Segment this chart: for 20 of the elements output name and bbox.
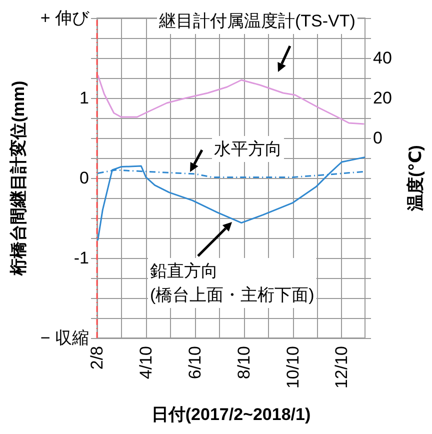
y-tick-label: 1 bbox=[80, 88, 89, 108]
annotation: 鉛直方向 (橋台上面・主桁下面) bbox=[150, 262, 314, 304]
annotation: 水平方向 bbox=[214, 140, 282, 158]
y-tick-label: + 伸び bbox=[40, 8, 90, 28]
x-tick-label: 4/10 bbox=[136, 346, 156, 380]
y-tick-label: − 収縮 bbox=[40, 328, 89, 348]
x-tick-label: 8/10 bbox=[234, 346, 254, 380]
x-tick-label: 6/10 bbox=[185, 346, 204, 380]
y2-tick-label: 40 bbox=[373, 48, 392, 68]
x-tick-label: 12/10 bbox=[332, 346, 352, 389]
y-axis-title: 桁橋台間継目計変位(mm) bbox=[9, 80, 28, 276]
annotation: 継目計付属温度計(TS-VT) bbox=[158, 12, 356, 30]
x-axis-title: 日付(2017/2~2018/1) bbox=[151, 405, 311, 424]
y-tick-label: -1 bbox=[74, 248, 89, 268]
y2-tick-label: 0 bbox=[373, 128, 382, 148]
x-tick-label: 2/8 bbox=[88, 346, 106, 370]
y2-axis-title: 温度(℃) bbox=[406, 145, 425, 212]
y-tick-label: 0 bbox=[80, 168, 89, 188]
y2-tick-label: 20 bbox=[373, 88, 392, 108]
x-tick-label: 10/10 bbox=[283, 346, 302, 389]
